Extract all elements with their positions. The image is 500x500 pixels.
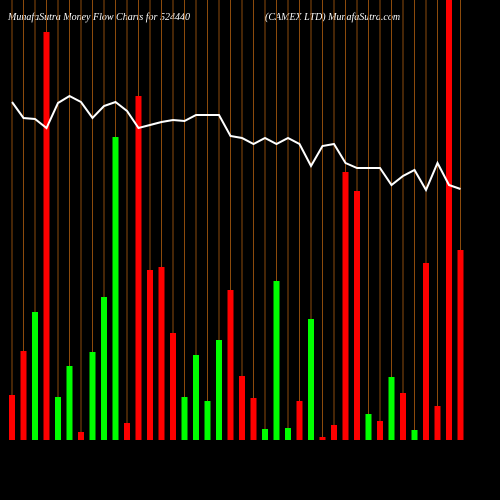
chart-title: MunafaSutra Money Flow Charts for 524440 bbox=[7, 12, 190, 23]
bar bbox=[273, 281, 280, 440]
bar bbox=[227, 290, 234, 440]
bar bbox=[9, 395, 15, 440]
bar bbox=[457, 250, 464, 440]
bar bbox=[331, 425, 337, 440]
bar bbox=[296, 401, 303, 440]
bar bbox=[181, 397, 188, 440]
bar bbox=[112, 137, 119, 440]
bar bbox=[170, 333, 176, 440]
bar bbox=[135, 96, 142, 440]
bar bbox=[204, 401, 211, 440]
bar bbox=[239, 376, 245, 440]
bar bbox=[89, 352, 96, 440]
bar bbox=[262, 429, 268, 440]
bar bbox=[434, 406, 441, 440]
bar bbox=[20, 351, 27, 440]
bar bbox=[250, 398, 257, 440]
money-flow-line bbox=[11, 94, 461, 193]
bar bbox=[158, 267, 165, 440]
bar bbox=[66, 366, 73, 440]
bar bbox=[55, 397, 61, 440]
bar bbox=[400, 393, 406, 440]
bar bbox=[43, 32, 50, 440]
bar bbox=[377, 421, 383, 440]
bar bbox=[193, 355, 199, 440]
bar bbox=[78, 432, 84, 440]
chart-subtitle: (CAMEX LTD) MunafaSutra.com bbox=[265, 12, 400, 23]
bar bbox=[101, 297, 107, 440]
bar bbox=[342, 172, 349, 440]
bar bbox=[32, 312, 38, 440]
bar bbox=[124, 423, 130, 440]
bar bbox=[216, 340, 222, 440]
bar bbox=[147, 270, 153, 440]
bar bbox=[319, 437, 326, 440]
bar bbox=[446, 0, 452, 440]
bar bbox=[423, 263, 429, 440]
bar bbox=[411, 430, 418, 440]
bar bbox=[308, 319, 314, 440]
bar bbox=[388, 377, 395, 440]
bar bbox=[285, 428, 291, 440]
bar bbox=[365, 414, 372, 440]
bar bbox=[354, 191, 360, 440]
